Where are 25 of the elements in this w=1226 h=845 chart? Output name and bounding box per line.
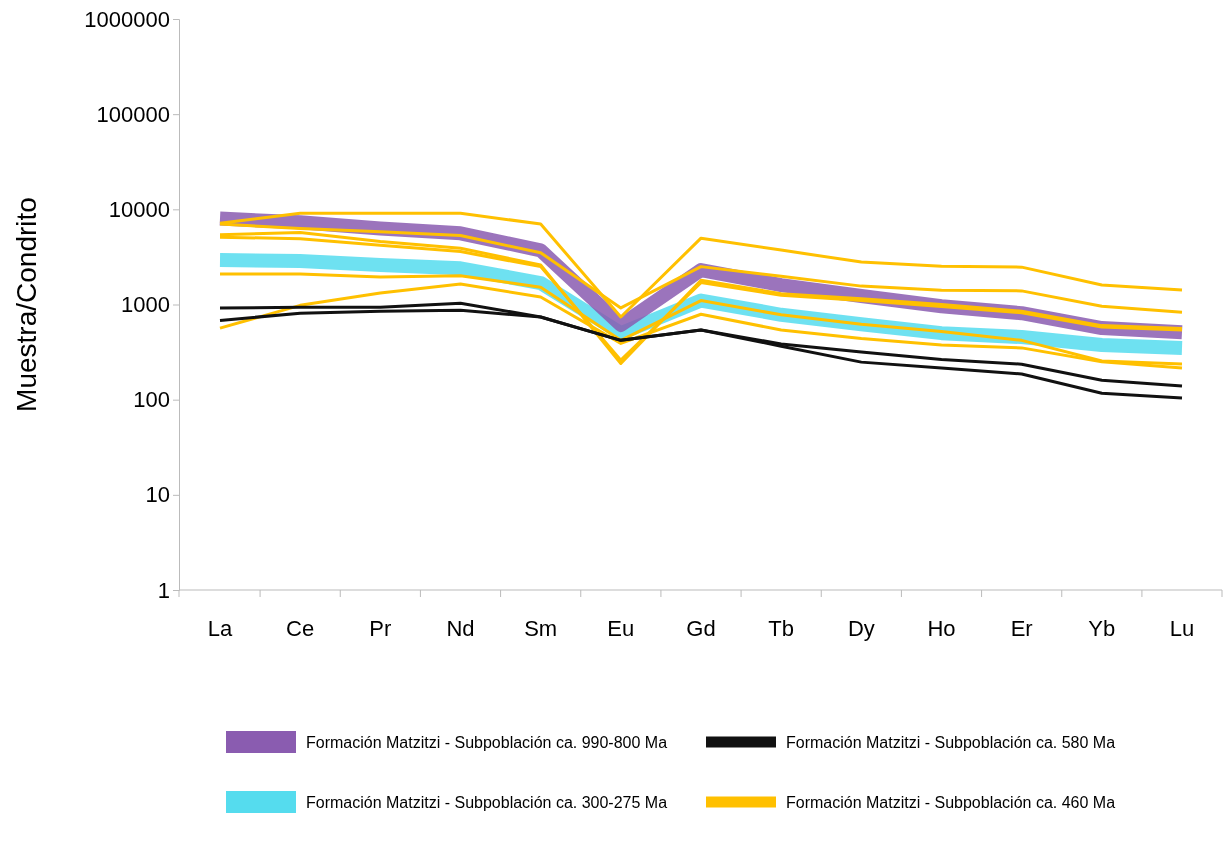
y-tick-label: 1 xyxy=(157,577,170,603)
y-axis-title: Muestra/Condrito xyxy=(11,197,42,412)
x-tick-label: Nd xyxy=(446,616,475,641)
y-tick-label: 1000000 xyxy=(84,6,170,32)
y-tick-label: 10000 xyxy=(108,196,170,222)
x-tick-label: Er xyxy=(1010,616,1033,641)
legend-label: Formación Matzitzi - Subpoblación ca. 580 Ma xyxy=(786,734,1116,751)
x-tick-label: Tb xyxy=(768,616,795,641)
x-tick-label: Ho xyxy=(927,616,956,641)
x-tick-label: Sm xyxy=(524,616,558,641)
x-tick-label: Yb xyxy=(1088,616,1116,641)
y-tick-label: 10 xyxy=(145,482,170,508)
legend-label: Formación Matzitzi - Subpoblación ca. 300-275 Ma xyxy=(306,794,668,811)
x-tick-label: Ce xyxy=(286,616,315,641)
x-tick-label: Gd xyxy=(686,616,716,641)
y-tick-label: 100 xyxy=(133,387,170,413)
legend-label: Formación Matzitzi - Subpoblación ca. 990-800 Ma xyxy=(306,734,668,751)
x-tick-label: Eu xyxy=(607,616,635,641)
x-tick-label: La xyxy=(207,616,233,641)
y-tick-label: 100000 xyxy=(96,101,170,127)
x-tick-label: Lu xyxy=(1169,616,1195,641)
y-tick-label: 1000 xyxy=(121,292,170,318)
legend-label: Formación Matzitzi - Subpoblación ca. 460 Ma xyxy=(786,794,1116,811)
x-tick-label: Pr xyxy=(369,616,392,641)
x-tick-label: Dy xyxy=(847,616,875,641)
